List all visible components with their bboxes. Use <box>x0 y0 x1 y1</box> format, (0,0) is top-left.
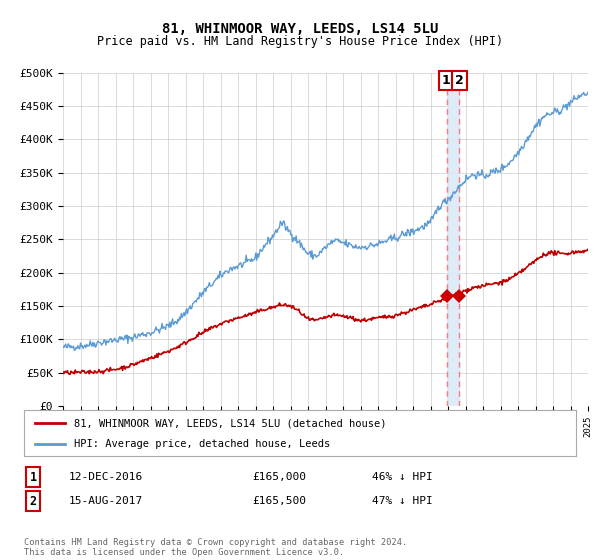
Text: £165,000: £165,000 <box>252 472 306 482</box>
Text: 1: 1 <box>29 470 37 484</box>
Text: 81, WHINMOOR WAY, LEEDS, LS14 5LU (detached house): 81, WHINMOOR WAY, LEEDS, LS14 5LU (detac… <box>74 418 386 428</box>
Text: 12-DEC-2016: 12-DEC-2016 <box>69 472 143 482</box>
Bar <box>447 73 459 406</box>
Text: 15-AUG-2017: 15-AUG-2017 <box>69 496 143 506</box>
Text: £165,500: £165,500 <box>252 496 306 506</box>
Text: Price paid vs. HM Land Registry's House Price Index (HPI): Price paid vs. HM Land Registry's House … <box>97 35 503 48</box>
Text: HPI: Average price, detached house, Leeds: HPI: Average price, detached house, Leed… <box>74 438 330 449</box>
Text: 1: 1 <box>442 74 451 87</box>
Text: 81, WHINMOOR WAY, LEEDS, LS14 5LU: 81, WHINMOOR WAY, LEEDS, LS14 5LU <box>162 22 438 36</box>
Text: 2: 2 <box>29 494 37 508</box>
Text: 46% ↓ HPI: 46% ↓ HPI <box>372 472 433 482</box>
Text: 47% ↓ HPI: 47% ↓ HPI <box>372 496 433 506</box>
Text: Contains HM Land Registry data © Crown copyright and database right 2024.
This d: Contains HM Land Registry data © Crown c… <box>24 538 407 557</box>
Text: 2: 2 <box>455 74 464 87</box>
